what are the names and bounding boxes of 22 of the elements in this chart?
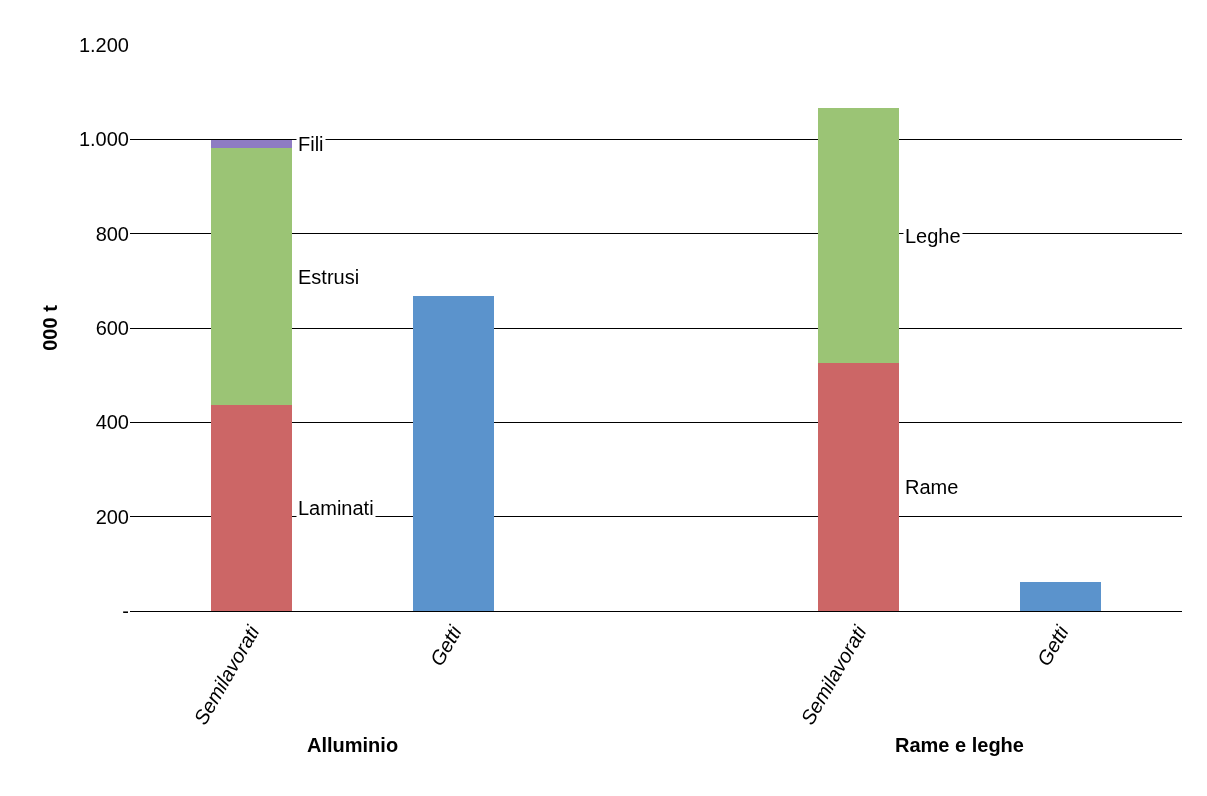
series-label: Fili [298, 133, 324, 155]
y-tick-label: 800 [95, 222, 129, 245]
y-tick-label: 1.200 [78, 34, 129, 56]
series-label: Leghe [905, 225, 961, 247]
bar [817, 363, 899, 611]
bar [210, 404, 292, 611]
bar [413, 296, 495, 611]
y-tick-label: - [122, 600, 129, 622]
y-tick-label: 1.000 [78, 128, 129, 151]
y-axis-title: 000 t [39, 304, 62, 351]
bar [1020, 581, 1102, 611]
series-label: Estrusi [298, 266, 360, 288]
text: Rame e leghe [895, 734, 1024, 756]
series-label: Laminati [298, 497, 374, 519]
bar [210, 148, 292, 405]
series-label: Rame [905, 476, 959, 498]
y-tick-label: 400 [95, 411, 129, 434]
y-tick-label: 200 [95, 505, 129, 528]
y-tick-label: 600 [95, 317, 129, 339]
bar [817, 108, 899, 364]
text: Alluminio [307, 734, 399, 756]
bar [210, 140, 292, 149]
